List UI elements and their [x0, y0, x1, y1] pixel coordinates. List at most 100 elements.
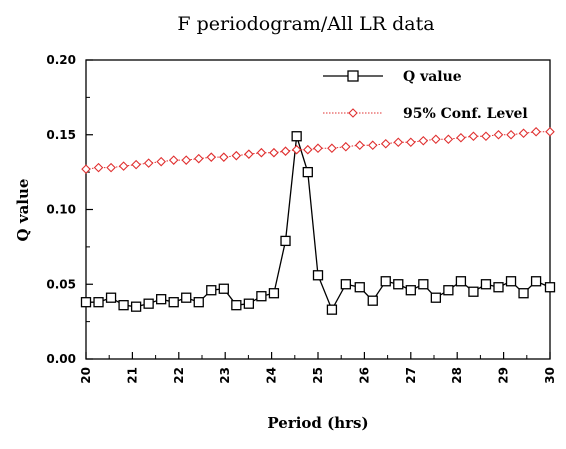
conf-level-point [291, 144, 302, 155]
q-value-point [354, 282, 365, 293]
q-value-point [367, 295, 378, 306]
conf-level-point [244, 149, 254, 159]
conf-level-point [206, 152, 217, 162]
legend-label-0: Q value [403, 69, 462, 85]
q-value-point [530, 276, 542, 287]
q-value-point [455, 276, 467, 287]
conf-level-point [143, 158, 154, 168]
x-tick-label: 23 [218, 367, 232, 384]
q-value-point [231, 300, 242, 311]
q-value-point [418, 279, 429, 290]
conf-level-point [193, 153, 204, 164]
x-tick-label: 27 [404, 367, 418, 384]
x-tick-label: 29 [497, 367, 511, 384]
y-tick-label: 0.15 [46, 128, 76, 142]
chart-title: F periodogram/All LR data [177, 13, 434, 35]
q-value-point [544, 282, 556, 293]
conf-level-point [493, 129, 504, 140]
conf-level-point [506, 129, 516, 140]
conf-level-point [219, 152, 229, 162]
q-value-point [312, 270, 324, 281]
q-value-point [156, 294, 167, 305]
q-value-point [493, 282, 504, 293]
y-axis-label: Q value [14, 179, 32, 242]
conf-level-point [181, 155, 192, 165]
series-layer [80, 126, 556, 315]
conf-level-point [313, 143, 323, 153]
conf-level-point [393, 137, 404, 148]
q-value-point [443, 285, 454, 296]
conf-level-point [380, 138, 391, 149]
conf-level-point [256, 147, 267, 158]
q-value-point [468, 286, 479, 297]
q-value-point [130, 301, 142, 312]
q-value-point [430, 292, 442, 303]
conf-level-point [418, 135, 429, 146]
q-value-point [480, 279, 492, 290]
conf-level-point [118, 161, 129, 171]
x-tick-label: 30 [543, 367, 557, 384]
x-tick-label: 24 [265, 367, 279, 384]
conf-level-point [168, 155, 179, 165]
conf-level-point [93, 162, 104, 173]
q-value-point [291, 131, 302, 142]
x-tick-label: 22 [172, 367, 186, 384]
q-value-point [243, 298, 255, 309]
q-value-point [405, 285, 416, 296]
legend: Q value 95% Conf. Level [323, 69, 528, 122]
conf-level-point [156, 156, 166, 167]
axes-layer: 20 21 22 23 24 25 26 27 28 29 30 0.00 0.05 0.10 0.15 0.… [46, 53, 557, 384]
conf-level-point [456, 132, 466, 143]
x-tick-label: 26 [357, 367, 371, 384]
q-value-point [168, 297, 179, 308]
q-value-point [518, 288, 529, 299]
legend-label-1: 95% Conf. Level [403, 106, 528, 122]
conf-level-point [106, 162, 116, 173]
conf-level-point [481, 131, 491, 142]
q-value-point [143, 298, 154, 309]
q-value-point [302, 166, 313, 178]
q-value-point [181, 292, 192, 303]
y-tick-label: 0.10 [46, 203, 76, 217]
conf-level-point [354, 140, 365, 150]
q-value-point [280, 235, 291, 247]
conf-level-point [367, 140, 378, 150]
x-tick-label: 21 [125, 367, 139, 384]
conf-level-point [231, 150, 242, 161]
q-value-point [268, 288, 280, 299]
legend-square-marker [347, 70, 359, 82]
q-value-point [256, 291, 267, 302]
conf-level-point [518, 128, 529, 139]
plot-frame [85, 59, 551, 360]
conf-level-point [443, 134, 454, 145]
conf-level-point [545, 126, 555, 137]
x-tick-label: 20 [79, 367, 93, 384]
q-value-point [393, 279, 404, 290]
conf-level-point [341, 141, 351, 152]
legend-diamond-marker [348, 108, 358, 118]
q-value-point [380, 276, 391, 287]
conf-level-point [303, 144, 313, 155]
q-value-point [105, 292, 117, 303]
q-value-point [505, 276, 517, 287]
x-tick-label: 25 [311, 367, 325, 384]
x-axis-label: Period (hrs) [267, 414, 368, 432]
conf-level-point [406, 137, 416, 148]
conf-level-point [327, 143, 337, 153]
q-value-point [193, 297, 204, 308]
conf-level-point [431, 134, 441, 145]
y-tick-label: 0.00 [46, 352, 76, 366]
x-tick-label: 28 [450, 367, 464, 384]
q-value-point [340, 279, 351, 290]
conf-level-point [81, 164, 91, 174]
y-tick-label: 0.20 [46, 53, 76, 67]
conf-level-point [531, 126, 541, 137]
conf-level-point [269, 147, 279, 158]
q-value-point [218, 283, 229, 294]
y-tick-label: 0.05 [46, 277, 76, 291]
q-value-point [206, 285, 217, 296]
conf-level-point [131, 159, 141, 170]
q-value-point [93, 297, 104, 308]
